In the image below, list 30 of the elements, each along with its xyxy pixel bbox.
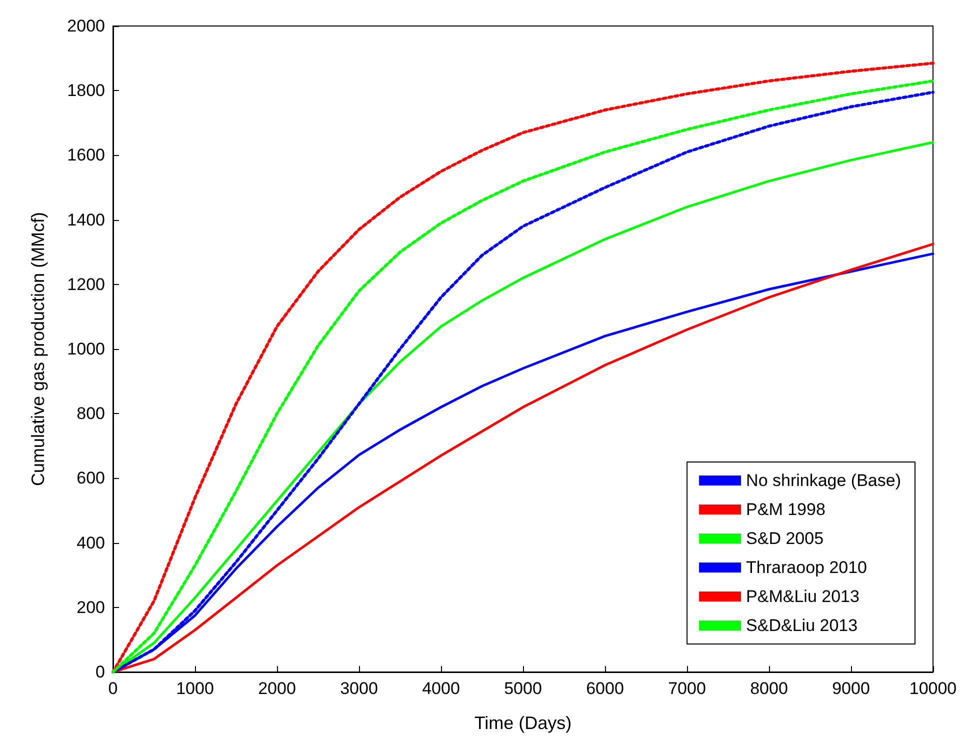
y-tick-label: 1400: [67, 210, 105, 230]
legend-label: S&D 2005: [746, 529, 824, 548]
y-tick-label: 2000: [67, 16, 105, 36]
y-tick-label: 600: [76, 468, 105, 488]
y-tick-label: 1200: [67, 274, 105, 294]
x-tick-label: 2000: [258, 679, 296, 698]
x-tick-label: 10000: [909, 679, 957, 698]
y-tick-label: 0: [96, 662, 105, 682]
y-tick-label: 1600: [67, 146, 105, 165]
x-axis-title: Time (Days): [474, 713, 572, 733]
x-tick-label: 4000: [422, 679, 460, 698]
y-tick-label: 400: [76, 533, 105, 552]
y-tick-label: 1000: [67, 340, 105, 358]
legend-label: No shrinkage (Base): [746, 471, 902, 490]
x-tick-label: 7000: [668, 679, 706, 698]
x-tick-label: 1000: [176, 679, 214, 698]
x-tick-label: 9000: [832, 679, 870, 698]
legend-label: P&M 1998: [746, 500, 826, 519]
y-tick-label: 800: [76, 404, 105, 424]
y-tick-label: 200: [76, 598, 105, 617]
y-axis-title: Cumulative gas production (MMcf): [28, 212, 48, 486]
legend-label: S&D&Liu 2013: [746, 616, 858, 635]
x-tick-label: 3000: [340, 679, 378, 698]
legend-label: P&M&Liu 2013: [746, 587, 860, 606]
x-tick-label: 6000: [586, 679, 624, 698]
x-tick-label: 0: [108, 679, 118, 698]
legend-label: Thraraoop 2010: [746, 558, 868, 577]
x-tick-label: 5000: [504, 679, 542, 698]
y-tick-label: 1800: [67, 81, 105, 100]
x-tick-label: 8000: [750, 679, 788, 698]
